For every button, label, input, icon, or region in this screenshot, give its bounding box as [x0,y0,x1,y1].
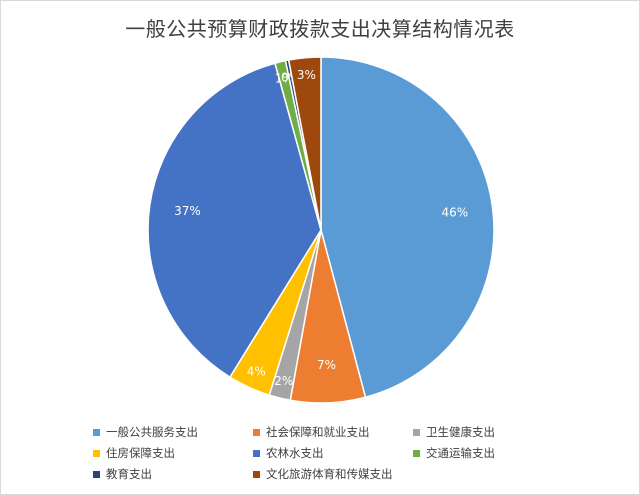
legend-label: 住房保障支出 [106,446,175,460]
pie-slice-7 [287,56,322,231]
legend-swatch [413,428,420,436]
legend-item-3: 住房保障支出 [93,445,253,461]
slice-label-4: 37% [174,204,201,218]
pie-chart: 46%7%2%4%37%1%0%3% [147,56,495,404]
slice-label-0: 46% [441,206,468,220]
pie-slice-0 [320,56,495,399]
legend-item-5: 交通运输支出 [413,445,563,461]
legend-swatch [413,449,420,457]
slice-label-7: 3% [297,68,316,82]
legend-item-4: 农林水支出 [253,445,413,461]
slice-label-1: 7% [317,358,336,372]
slice-label-3: 4% [247,365,266,379]
legend-item-6: 教育支出 [93,466,253,482]
legend-item-0: 一般公共服务支出 [93,424,253,440]
legend-label: 农林水支出 [266,446,324,460]
legend-swatch [93,428,100,436]
pie-slice-4 [147,62,322,379]
legend-label: 文化旅游体育和传媒支出 [266,467,393,481]
legend-label: 教育支出 [106,467,152,481]
legend-swatch [93,470,100,478]
legend-item-1: 社会保障和就业支出 [253,424,413,440]
legend-label: 交通运输支出 [426,446,495,460]
legend-item-2: 卫生健康支出 [413,424,563,440]
chart-title: 一般公共预算财政拨款支出决算结构情况表 [125,17,515,41]
legend-swatch [253,449,260,457]
slice-label-2: 2% [274,374,293,388]
legend-label: 社会保障和就业支出 [266,425,370,439]
legend-swatch [253,470,260,478]
chart-legend: 一般公共服务支出 社会保障和就业支出 卫生健康支出住房保障支出 农林水支出 交通运输支出… [93,424,563,482]
legend-swatch [93,449,100,457]
legend-swatch [253,428,260,436]
legend-label: 卫生健康支出 [426,425,495,439]
legend-label: 一般公共服务支出 [106,425,198,439]
legend-item-7: 文化旅游体育和传媒支出 [253,466,413,482]
